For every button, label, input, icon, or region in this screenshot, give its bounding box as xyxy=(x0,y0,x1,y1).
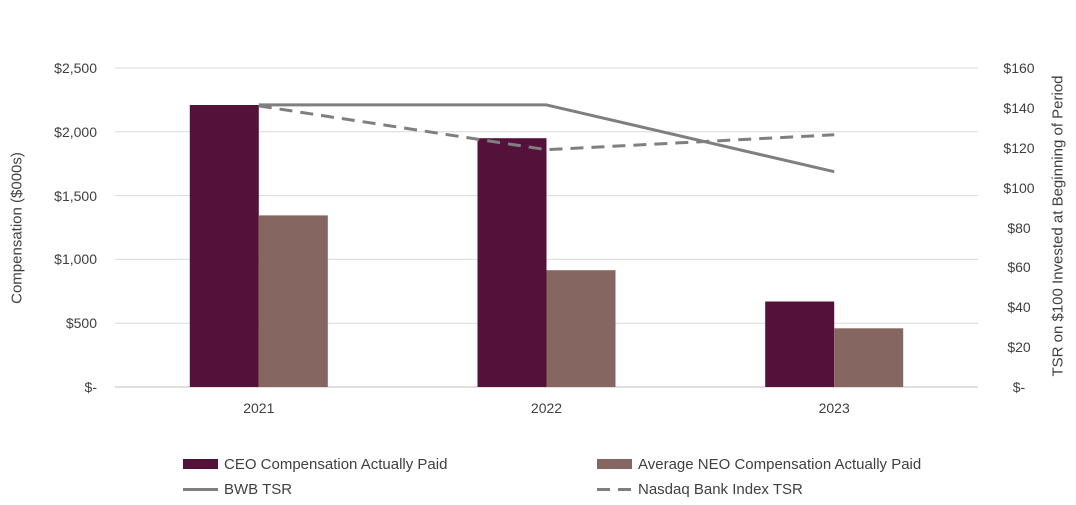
y-right-tick-label: $80 xyxy=(1007,219,1031,236)
bar-average-neo-compensation-actually-paid-2022 xyxy=(546,270,616,387)
bar-ceo-compensation-actually-paid-2022 xyxy=(477,138,547,387)
legend-item-bwb-tsr: BWB TSR xyxy=(183,480,293,498)
y-right-tick-label: $60 xyxy=(1007,259,1031,276)
legend-label: Average NEO Compensation Actually Paid xyxy=(638,455,922,473)
y-left-tick-label: $1,000 xyxy=(54,251,97,268)
y-right-tick-label: $120 xyxy=(1003,139,1035,156)
y-left-tick-label: $2,500 xyxy=(54,60,97,76)
right-axis-title: TSR on $100 Invested at Beginning of Per… xyxy=(1049,75,1067,377)
y-right-tick-label: $40 xyxy=(1007,299,1031,316)
y-left-tick-label: $- xyxy=(84,379,97,395)
y-left-tick-label: $2,000 xyxy=(54,123,97,140)
left-axis-title: Compensation ($000s) xyxy=(8,152,26,304)
y-right-tick-label: $20 xyxy=(1007,339,1031,356)
y-right-tick-label: $140 xyxy=(1003,99,1035,116)
bar-average-neo-compensation-actually-paid-2021 xyxy=(258,215,328,387)
legend-label: CEO Compensation Actually Paid xyxy=(224,455,448,473)
legend-bar-swatch-icon xyxy=(183,459,218,469)
legend-item-ceo-compensation-actually-paid: CEO Compensation Actually Paid xyxy=(183,455,448,473)
line-bwb-tsr xyxy=(258,103,835,174)
x-axis-category-label: 2023 xyxy=(818,400,850,416)
y-right-tick-label: $100 xyxy=(1003,179,1035,196)
y-left-tick-label: $500 xyxy=(65,315,97,332)
bar-ceo-compensation-actually-paid-2023 xyxy=(765,301,835,387)
legend-item-nasdaq-bank-index-tsr: Nasdaq Bank Index TSR xyxy=(597,480,803,498)
legend-item-average-neo-compensation-actually-paid: Average NEO Compensation Actually Paid xyxy=(597,455,922,473)
x-axis-category-label: 2021 xyxy=(243,400,275,416)
x-axis-category-label: 2022 xyxy=(530,400,563,416)
y-left-tick-label: $1,500 xyxy=(54,187,97,204)
legend-label: Nasdaq Bank Index TSR xyxy=(638,480,803,498)
y-right-tick-label: $160 xyxy=(1003,60,1035,76)
legend-dashed-line-swatch-icon xyxy=(597,487,632,491)
legend-label: BWB TSR xyxy=(224,480,293,498)
legend-bar-swatch-icon xyxy=(597,459,632,469)
line-nasdaq-bank-index-tsr xyxy=(258,104,835,152)
y-right-tick-label: $- xyxy=(1012,379,1026,395)
legend-solid-line-swatch-icon xyxy=(183,487,218,491)
bar-ceo-compensation-actually-paid-2021 xyxy=(189,105,259,387)
bar-average-neo-compensation-actually-paid-2023 xyxy=(834,328,904,387)
